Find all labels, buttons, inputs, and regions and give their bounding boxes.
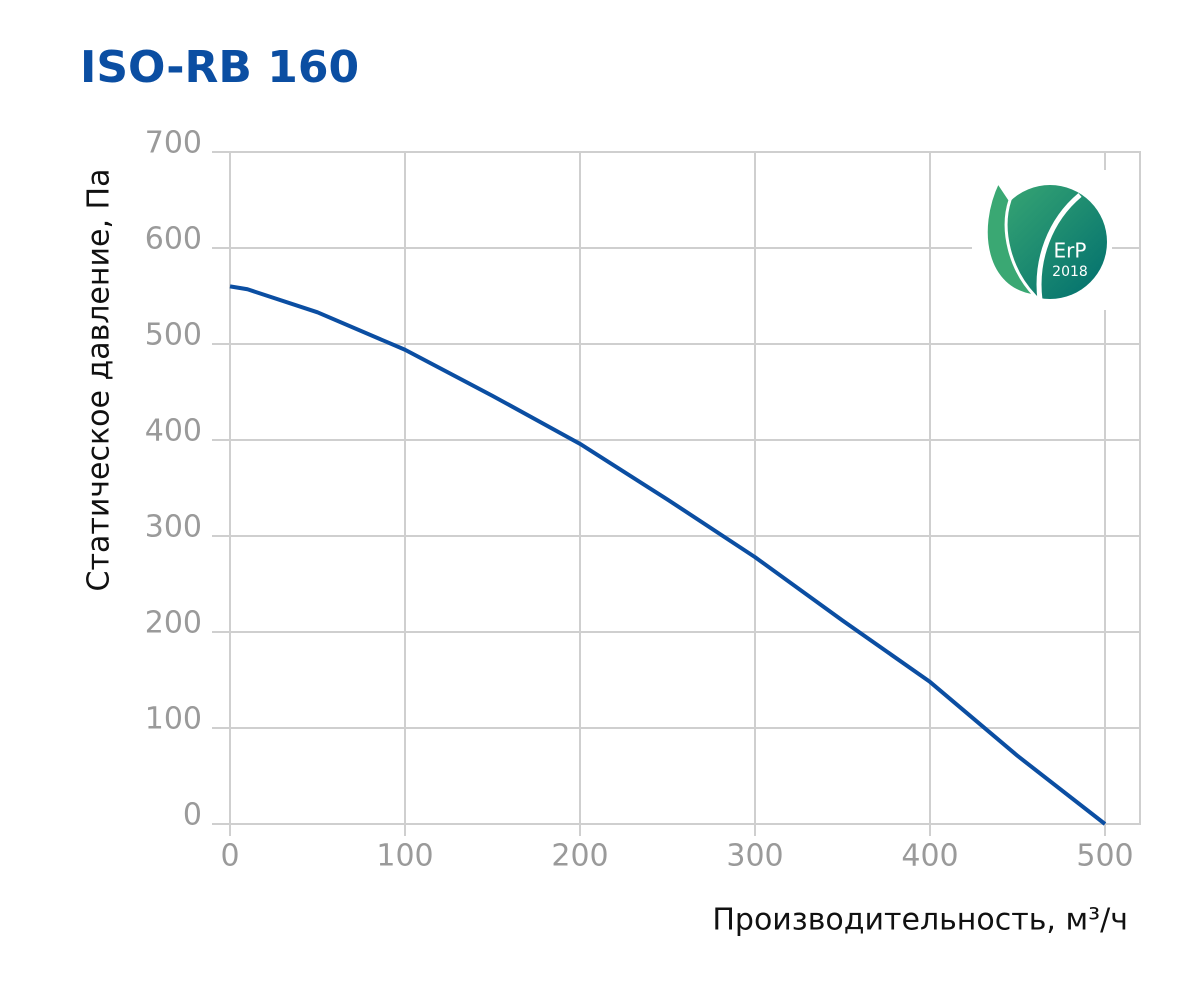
badge-circle <box>993 185 1107 299</box>
y-tick-label: 700 <box>145 126 202 161</box>
erp-badge: ErP 2018 <box>972 170 1112 310</box>
grid <box>212 151 1141 836</box>
chart-title: ISO-RB 160 <box>80 42 359 93</box>
x-tick-label: 300 <box>726 839 783 874</box>
y-tick-label: 500 <box>145 318 202 353</box>
badge-leaf <box>984 178 1039 298</box>
x-tick-label: 100 <box>376 839 433 874</box>
y-tick-label: 300 <box>145 510 202 545</box>
y-tick-label: 200 <box>145 606 202 641</box>
x-tick-label: 200 <box>551 839 608 874</box>
y-axis-label: Статическое давление, Па <box>82 169 117 592</box>
badge-year: 2018 <box>1052 264 1088 280</box>
y-tick-label: 400 <box>145 414 202 449</box>
x-axis-label: Производительность, м³/ч <box>712 903 1128 938</box>
x-tick-label: 0 <box>220 839 239 874</box>
x-tick-label: 500 <box>1076 839 1133 874</box>
y-tick-label: 600 <box>145 222 202 257</box>
y-tick-label: 0 <box>183 798 202 833</box>
curve <box>229 284 1107 826</box>
y-tick-label: 100 <box>145 702 202 737</box>
badge-label: ErP <box>1054 239 1087 263</box>
badge-stem <box>1036 193 1082 301</box>
x-tick-label: 400 <box>901 839 958 874</box>
